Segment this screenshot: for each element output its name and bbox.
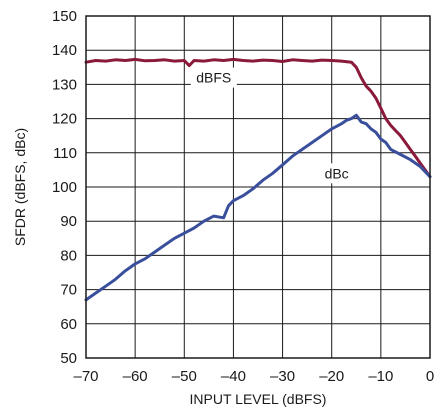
series-line-dbfs [84, 57, 432, 179]
annotation-background [190, 67, 237, 88]
series-label-dbfs: dBFS [196, 70, 231, 86]
x-tick-label: –10 [368, 368, 393, 385]
grid [85, 15, 431, 359]
y-tick-label: 60 [60, 316, 77, 333]
y-tick-label: 90 [60, 213, 77, 230]
series-layer [84, 57, 432, 302]
x-tick-labels: –70 –60 –50 –40 –30 –20 –10 0 [73, 368, 434, 385]
plot-frame [85, 15, 431, 359]
x-tick-label: 0 [426, 368, 434, 385]
y-tick-label: 150 [52, 8, 77, 25]
y-tick-labels: 50 60 70 80 90 100 110 120 130 140 150 [52, 8, 77, 367]
x-tick-label: –30 [270, 368, 295, 385]
x-tick-label: –50 [172, 368, 197, 385]
annotation-layer: dBFS dBc [190, 67, 356, 184]
annotation-background [318, 163, 356, 184]
series-line-dbc [84, 113, 432, 302]
series-label-dbc: dBc [325, 165, 349, 181]
y-tick-label: 140 [52, 42, 77, 59]
x-tick-label: –70 [73, 368, 98, 385]
x-tick-label: –60 [123, 368, 148, 385]
y-tick-label: 120 [52, 111, 77, 128]
x-axis-title: INPUT LEVEL (dBFS) [190, 391, 327, 407]
y-tick-label: 80 [60, 247, 77, 264]
x-tick-label: –40 [221, 368, 246, 385]
y-tick-label: 110 [53, 145, 77, 162]
x-tick-label: –20 [319, 368, 344, 385]
y-tick-label: 50 [60, 350, 77, 367]
y-tick-label: 100 [52, 179, 77, 196]
y-tick-label: 130 [52, 76, 77, 93]
y-axis-title: SFDR (dBFS, dBc) [12, 128, 28, 246]
y-tick-label: 70 [60, 282, 77, 299]
